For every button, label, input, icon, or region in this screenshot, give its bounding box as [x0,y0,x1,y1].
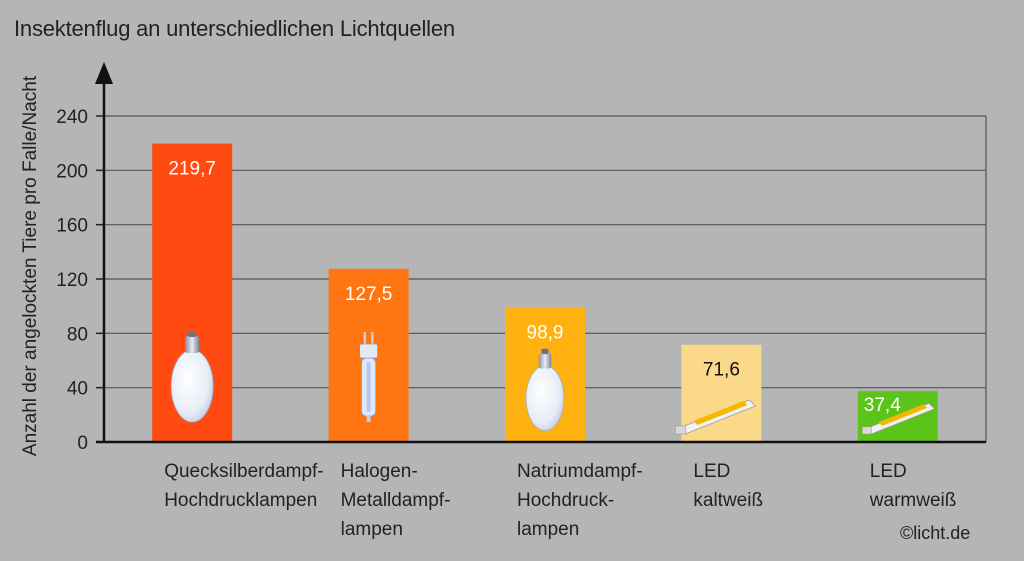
x-tick-label-line: Halogen- [340,461,418,482]
mercury-lamp-icon [170,331,214,423]
copyright-credit: ©licht.de [900,523,971,543]
y-axis-arrow-icon [95,62,113,84]
bar-value-label: 37,4 [864,395,901,416]
halogen-metal-lamp-icon [359,332,379,422]
led-strip-icon [675,399,757,435]
y-tick-label: 200 [56,161,88,182]
sodium-lamp-icon [525,348,565,431]
x-tick-label: LED warmweiß [870,457,957,515]
x-tick-label-line: Hochdrucklampen [164,490,318,511]
bar-value-label: 98,9 [527,323,564,344]
x-tick-label-line: Metalldampf- [340,490,451,511]
x-tick-label: Halogen- Metalldampf-lampen [341,457,451,544]
x-tick-label-line: warmweiß [869,490,957,511]
y-tick-label: 0 [77,433,88,454]
x-tick-label: LED kaltweiß [693,457,763,515]
y-tick-label: 240 [56,107,88,128]
x-tick-label-line: lampen [340,519,403,540]
y-tick-label: 120 [56,270,88,291]
led-strip-icon [862,402,936,435]
x-tick-label-line: LED [869,461,907,482]
bar-value-label: 219,7 [168,159,216,180]
y-tick-label: 80 [67,324,88,345]
x-tick-label-line: lampen [517,519,580,540]
y-tick-label: 40 [67,379,88,400]
bar-value-label: 127,5 [345,284,393,305]
x-tick-label-line: Hochdruck- [517,490,615,511]
x-tick-label-line: kaltweiß [693,490,764,511]
y-tick-label: 160 [56,216,88,237]
x-tick-label-line: Natriumdampf- [517,461,643,482]
x-tick-label-line: LED [693,461,731,482]
x-tick-label: Quecksilberdampf- Hochdrucklampen [164,457,323,515]
x-tick-label-line: Quecksilberdampf- [164,461,324,482]
chart-title: Insektenflug an unterschiedlichen Lichtq… [14,16,455,41]
x-tick-label: Natriumdampf- Hochdruck-lampen [517,457,643,544]
bar-value-label: 71,6 [703,360,740,381]
